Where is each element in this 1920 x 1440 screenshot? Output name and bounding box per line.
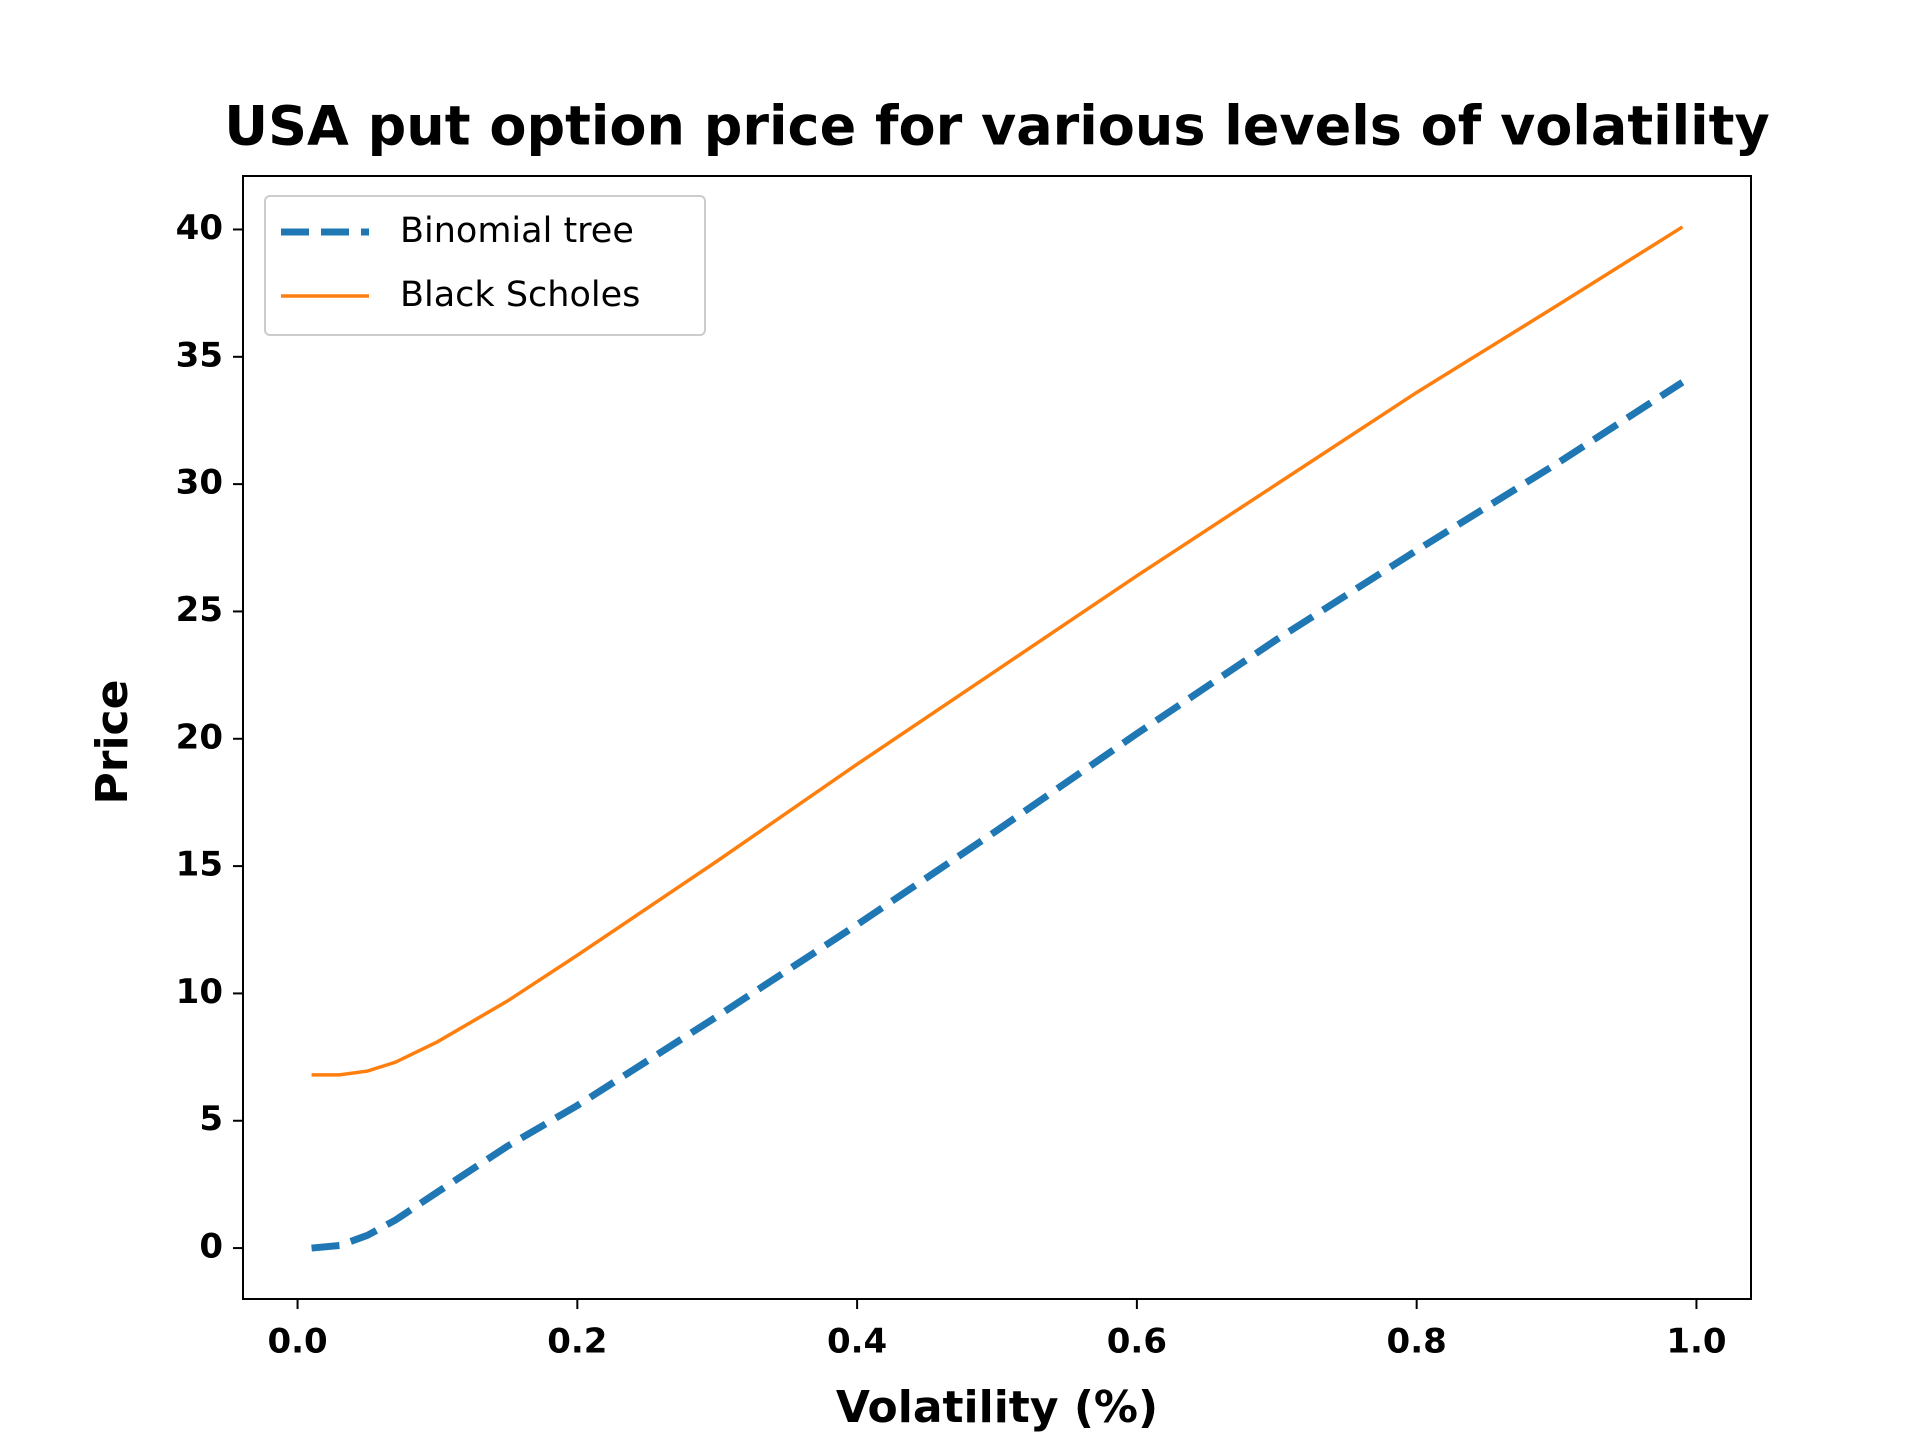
y-tick-label: 25 (176, 590, 223, 630)
legend-label: Black Scholes (400, 275, 640, 315)
x-tick-label: 0.4 (827, 1322, 887, 1362)
y-tick-label: 10 (176, 972, 223, 1012)
chart-title: USA put option price for various levels … (224, 95, 1769, 158)
legend-box (264, 195, 706, 336)
y-tick-label: 0 (199, 1227, 223, 1267)
y-tick-label: 15 (176, 845, 223, 885)
y-tick-label: 40 (176, 208, 223, 248)
x-tick-label: 1.0 (1666, 1322, 1726, 1362)
y-tick-label: 5 (199, 1099, 223, 1139)
y-tick-label: 20 (176, 717, 223, 757)
plot-frame (242, 175, 1752, 1300)
series-line (311, 225, 1684, 1077)
legend-label: Binomial tree (400, 211, 634, 251)
x-tick-label: 0.0 (267, 1322, 327, 1362)
series-line (311, 379, 1685, 1252)
x-tick-label: 0.8 (1387, 1322, 1447, 1362)
x-tick-label: 0.2 (547, 1322, 607, 1362)
y-axis-label: Price (87, 680, 138, 805)
y-tick-label: 35 (176, 335, 223, 375)
y-tick-label: 30 (176, 463, 223, 503)
x-axis-label: Volatility (%) (836, 1382, 1158, 1433)
x-tick-label: 0.6 (1107, 1322, 1167, 1362)
